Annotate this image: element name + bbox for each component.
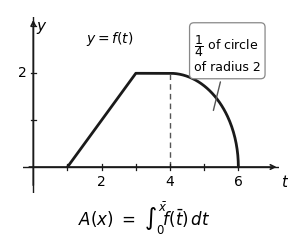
Text: 2: 2 xyxy=(97,175,106,189)
Text: y: y xyxy=(36,20,45,34)
Text: 4: 4 xyxy=(166,175,174,189)
Text: $A(x)\ =\ \int_0^{\bar{x}}\!f(\bar{t})\,dt$: $A(x)\ =\ \int_0^{\bar{x}}\!f(\bar{t})\,… xyxy=(78,200,210,237)
Text: 2: 2 xyxy=(18,66,26,80)
Text: $y = f(t)$: $y = f(t)$ xyxy=(86,30,134,48)
Text: t: t xyxy=(281,175,287,190)
Text: $\dfrac{1}{4}$ of circle
of radius 2: $\dfrac{1}{4}$ of circle of radius 2 xyxy=(194,33,261,111)
Text: 6: 6 xyxy=(234,175,243,189)
